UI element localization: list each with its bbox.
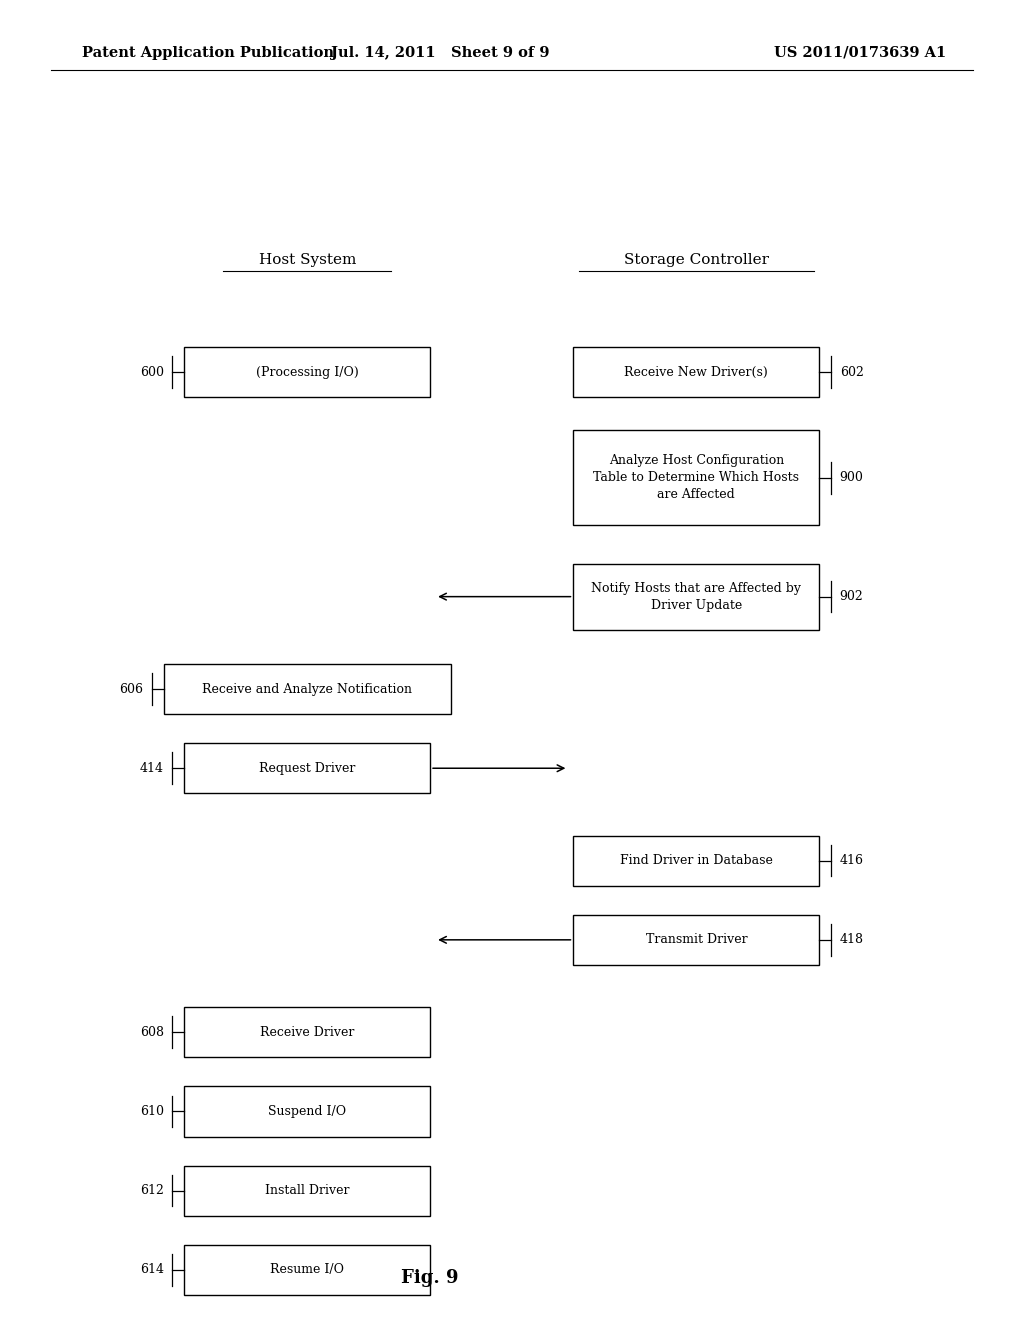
Text: Analyze Host Configuration
Table to Determine Which Hosts
are Affected: Analyze Host Configuration Table to Dete… xyxy=(593,454,800,502)
Text: Fig. 9: Fig. 9 xyxy=(401,1269,459,1287)
Text: Resume I/O: Resume I/O xyxy=(270,1263,344,1276)
Bar xyxy=(573,836,819,886)
Text: 602: 602 xyxy=(840,366,863,379)
Text: 614: 614 xyxy=(140,1263,164,1276)
Text: 900: 900 xyxy=(840,471,863,484)
Bar xyxy=(184,347,430,397)
Text: Host System: Host System xyxy=(258,252,356,267)
Bar xyxy=(184,1166,430,1216)
Text: Receive Driver: Receive Driver xyxy=(260,1026,354,1039)
Text: 606: 606 xyxy=(120,682,143,696)
Text: Patent Application Publication: Patent Application Publication xyxy=(82,46,334,59)
Bar xyxy=(184,743,430,793)
Bar xyxy=(573,564,819,630)
Text: (Processing I/O): (Processing I/O) xyxy=(256,366,358,379)
Text: 902: 902 xyxy=(840,590,863,603)
Bar xyxy=(573,347,819,397)
Text: 414: 414 xyxy=(140,762,164,775)
Text: Storage Controller: Storage Controller xyxy=(624,252,769,267)
Bar xyxy=(573,915,819,965)
Text: Receive New Driver(s): Receive New Driver(s) xyxy=(625,366,768,379)
Bar xyxy=(164,664,451,714)
Bar xyxy=(573,430,819,525)
Text: Request Driver: Request Driver xyxy=(259,762,355,775)
Bar xyxy=(184,1007,430,1057)
Text: US 2011/0173639 A1: US 2011/0173639 A1 xyxy=(774,46,946,59)
Text: Jul. 14, 2011   Sheet 9 of 9: Jul. 14, 2011 Sheet 9 of 9 xyxy=(331,46,550,59)
Text: Notify Hosts that are Affected by
Driver Update: Notify Hosts that are Affected by Driver… xyxy=(591,582,802,611)
Bar xyxy=(184,1086,430,1137)
Bar xyxy=(184,1245,430,1295)
Text: Suspend I/O: Suspend I/O xyxy=(268,1105,346,1118)
Text: Install Driver: Install Driver xyxy=(265,1184,349,1197)
Text: Find Driver in Database: Find Driver in Database xyxy=(620,854,773,867)
Text: 600: 600 xyxy=(140,366,164,379)
Text: 612: 612 xyxy=(140,1184,164,1197)
Text: Transmit Driver: Transmit Driver xyxy=(645,933,748,946)
Text: 416: 416 xyxy=(840,854,863,867)
Text: 418: 418 xyxy=(840,933,863,946)
Text: 610: 610 xyxy=(140,1105,164,1118)
Text: 608: 608 xyxy=(140,1026,164,1039)
Text: Receive and Analyze Notification: Receive and Analyze Notification xyxy=(202,682,413,696)
